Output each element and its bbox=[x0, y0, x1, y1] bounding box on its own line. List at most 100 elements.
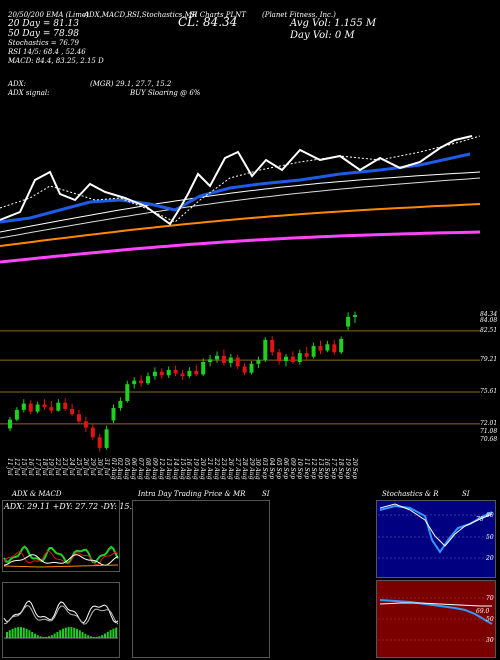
candle-up bbox=[353, 315, 357, 317]
adx-panel-title: ADX & MACD bbox=[12, 490, 62, 498]
candle-up bbox=[228, 357, 233, 363]
candle-up bbox=[215, 355, 219, 360]
candle-down bbox=[235, 357, 240, 367]
legend-item-macd: MACD: 84.4, 83.25, 2.15 D bbox=[8, 57, 104, 66]
candle-down bbox=[90, 427, 95, 438]
candle-down bbox=[49, 407, 54, 411]
header-topline: 20/50/200 EMA (Lime) bbox=[8, 11, 89, 20]
legend-label: 20 Day = 81.13 bbox=[8, 19, 80, 29]
close-label: CL: 84.34 bbox=[178, 15, 238, 29]
adx-signal-label: ADX signal: bbox=[8, 89, 50, 97]
date-label: 26 Jul bbox=[81, 458, 89, 476]
candle-up bbox=[249, 363, 254, 373]
header-company-text: (Planet Fitness, Inc.) bbox=[262, 11, 336, 19]
candle-up bbox=[256, 360, 261, 364]
candle-down bbox=[28, 403, 33, 412]
macd-panel bbox=[2, 582, 120, 658]
candle-down bbox=[194, 370, 199, 375]
intraday-panel bbox=[132, 500, 270, 658]
price-axis-label: 84.08 bbox=[480, 317, 498, 324]
ema-grey-line-2 bbox=[0, 171, 481, 233]
rsi-axis-label: 50 bbox=[486, 616, 494, 623]
legend-item-stochastics: Stochastics = 76.79 bbox=[8, 39, 104, 48]
date-label: 09 Sep bbox=[288, 458, 296, 480]
date-label: 11 Jul bbox=[6, 458, 13, 476]
date-label: 12 Aug bbox=[157, 458, 165, 480]
date-label: 13 Aug bbox=[164, 458, 172, 480]
candle-down bbox=[304, 353, 309, 357]
candle-down bbox=[290, 356, 295, 362]
header-topline-5: (Planet Fitness, Inc.) bbox=[262, 11, 336, 20]
candle-up bbox=[166, 369, 171, 376]
candle-down bbox=[318, 346, 323, 351]
avg-volume: Avg Vol: 1.155 M bbox=[290, 18, 377, 29]
candle-down bbox=[221, 355, 226, 363]
header-topline-3: SI,Stochastics,MR bbox=[132, 11, 197, 20]
candle-down bbox=[180, 373, 185, 377]
price-close-line bbox=[0, 135, 473, 226]
header-topline-2: ADX,MACD,R bbox=[84, 11, 132, 20]
ema-50-line bbox=[0, 152, 471, 224]
stoch-mark-label: 75 bbox=[476, 516, 484, 523]
stoch-axis-label: 20 bbox=[486, 555, 494, 562]
date-label: 31 Jul bbox=[102, 458, 110, 476]
date-label: 26 Aug bbox=[226, 458, 234, 480]
intraday-panel-suffix: SI bbox=[262, 490, 270, 498]
intraday-panel-title: Intra Day Trading Price & MR bbox=[138, 490, 246, 498]
legend-label: RSI 14/5: 68.4 , 52.46 bbox=[8, 48, 86, 56]
stoch-panel bbox=[376, 500, 496, 578]
moving-average-layer bbox=[0, 135, 481, 264]
ema-grey-line-1 bbox=[0, 177, 481, 239]
date-label: 23 Aug bbox=[219, 458, 227, 480]
rsi-mark-label: 69.0 bbox=[476, 608, 490, 615]
candle-up bbox=[208, 359, 213, 362]
candle-up bbox=[346, 316, 351, 327]
price-level-lines bbox=[0, 330, 480, 425]
candle-up bbox=[297, 353, 302, 362]
stoch-axis-label: 80 bbox=[486, 512, 494, 519]
legend-label: 50 Day = 78.98 bbox=[8, 29, 80, 39]
candle-up bbox=[125, 384, 130, 401]
candle-up bbox=[111, 408, 116, 421]
candle-down bbox=[242, 366, 247, 373]
day-volume: Day Vol: 0 M bbox=[290, 30, 355, 41]
candle-up bbox=[21, 403, 26, 410]
price-axis-label: 75.61 bbox=[480, 388, 498, 396]
legend-block: 20 Day = 81.13 50 Day = 78.98 Stochastic… bbox=[8, 19, 104, 66]
candle-down bbox=[139, 380, 144, 384]
candle-up bbox=[104, 429, 109, 448]
rsi-axis-label: 30 bbox=[486, 637, 494, 644]
date-label: 12 Jul bbox=[12, 458, 20, 476]
ema-100-line bbox=[0, 203, 481, 247]
rsi-panel bbox=[376, 580, 496, 658]
candle-layer bbox=[8, 311, 357, 452]
candle-down bbox=[332, 344, 337, 353]
candle-down bbox=[277, 352, 282, 362]
candle-up bbox=[132, 380, 137, 385]
adx-line-label: ADX: bbox=[8, 80, 27, 88]
candle-down bbox=[159, 371, 164, 376]
date-label: 30 Jul bbox=[95, 458, 103, 476]
price-axis-label: 72.01 bbox=[480, 419, 498, 427]
candle-up bbox=[14, 409, 19, 420]
date-label: 14 Aug bbox=[171, 458, 179, 480]
adx-signal-value: BUY Sloaring @ 6% bbox=[130, 89, 201, 97]
date-label: 16 Jul bbox=[26, 458, 34, 476]
date-label: 10 Sep bbox=[295, 458, 303, 480]
candle-up bbox=[146, 376, 150, 384]
date-label: 25 Jul bbox=[75, 458, 82, 476]
candle-up bbox=[35, 404, 40, 412]
candle-down bbox=[173, 369, 178, 374]
candle-down bbox=[70, 408, 75, 415]
candle-down bbox=[83, 421, 88, 428]
candle-up bbox=[118, 400, 123, 409]
candle-up bbox=[311, 346, 316, 357]
ema-200-line bbox=[0, 230, 481, 264]
price-axis-label: 71.08 bbox=[480, 428, 498, 436]
date-label: 12 Sep bbox=[309, 458, 317, 480]
adx-value: (MGR) 29.1, 27.7, 15.2 bbox=[90, 80, 172, 88]
candle-down bbox=[63, 402, 68, 409]
date-label: 09 Aug bbox=[150, 458, 158, 480]
price-chart bbox=[0, 135, 481, 452]
adx-line: ADX: bbox=[8, 80, 26, 89]
